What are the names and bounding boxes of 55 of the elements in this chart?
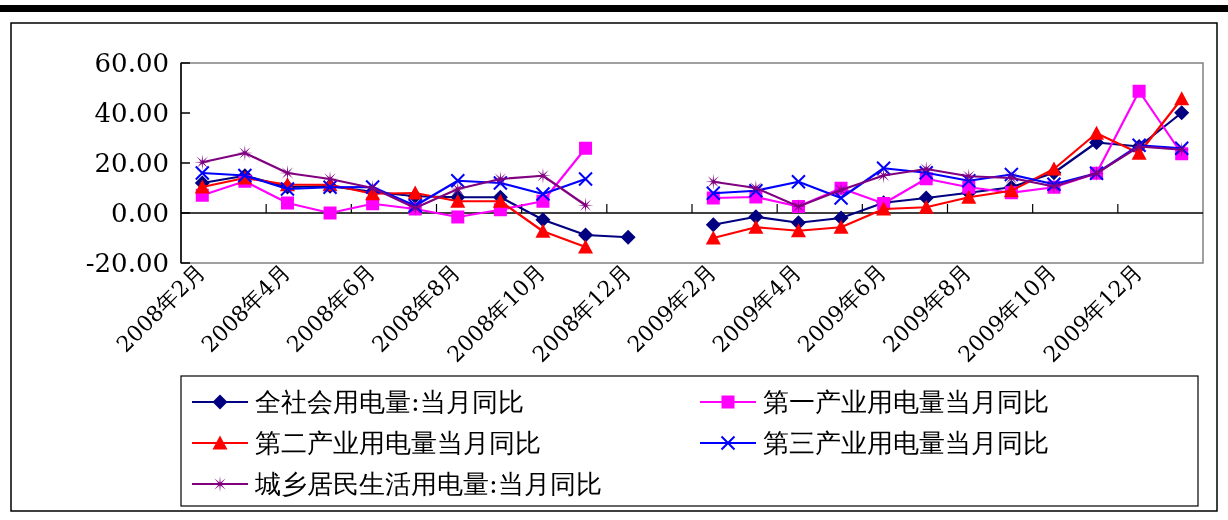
point: [1174, 91, 1190, 106]
y-tick-label: 20.00: [94, 148, 169, 178]
point: [194, 154, 211, 171]
point: [492, 193, 508, 208]
point: [1046, 161, 1062, 176]
point: [876, 160, 892, 176]
point: [535, 212, 551, 228]
point: [492, 175, 508, 191]
point: [833, 190, 849, 206]
point: [578, 171, 594, 187]
point: [280, 196, 294, 210]
point: [535, 186, 551, 202]
point: [194, 165, 210, 181]
point: [875, 167, 892, 184]
point: [790, 223, 806, 238]
point: [748, 209, 764, 225]
point: [194, 179, 210, 194]
point: [1174, 105, 1190, 121]
legend-label: 第三产业用电量当月同比: [763, 428, 1049, 458]
y-tick-label: 40.00: [94, 98, 169, 128]
point: [705, 173, 722, 190]
y-tick-label: 0.00: [111, 198, 169, 228]
point: [876, 201, 892, 216]
point: [1132, 84, 1146, 98]
point: [748, 219, 764, 234]
point: [960, 168, 977, 185]
y-tick-label: 60.00: [94, 48, 169, 78]
point: [918, 165, 934, 181]
point: [322, 171, 339, 187]
point: [577, 197, 594, 214]
point: [407, 185, 423, 200]
point: [620, 229, 636, 245]
point: [579, 141, 593, 155]
legend-label: 第一产业用电量当月同比: [763, 387, 1049, 417]
y-tick-label: -20.00: [85, 248, 169, 278]
point: [790, 174, 806, 190]
point: [705, 217, 721, 233]
point: [918, 199, 934, 214]
point: [450, 193, 466, 208]
point: [578, 227, 594, 243]
point: [1089, 125, 1105, 140]
point: [578, 239, 594, 254]
point: [1003, 167, 1019, 182]
point: [705, 230, 721, 245]
point: [535, 223, 551, 238]
point: [705, 185, 721, 201]
legend-label: 第二产业用电量当月同比: [255, 428, 541, 458]
point: [451, 210, 465, 224]
point: [833, 219, 849, 234]
legend-label: 城乡居民生活用电量:当月同比: [254, 469, 602, 499]
point: [323, 206, 337, 220]
point: [450, 173, 466, 189]
legend-label: 全社会用电量:当月同比: [255, 387, 524, 417]
point: [961, 189, 977, 204]
point: [961, 173, 977, 189]
